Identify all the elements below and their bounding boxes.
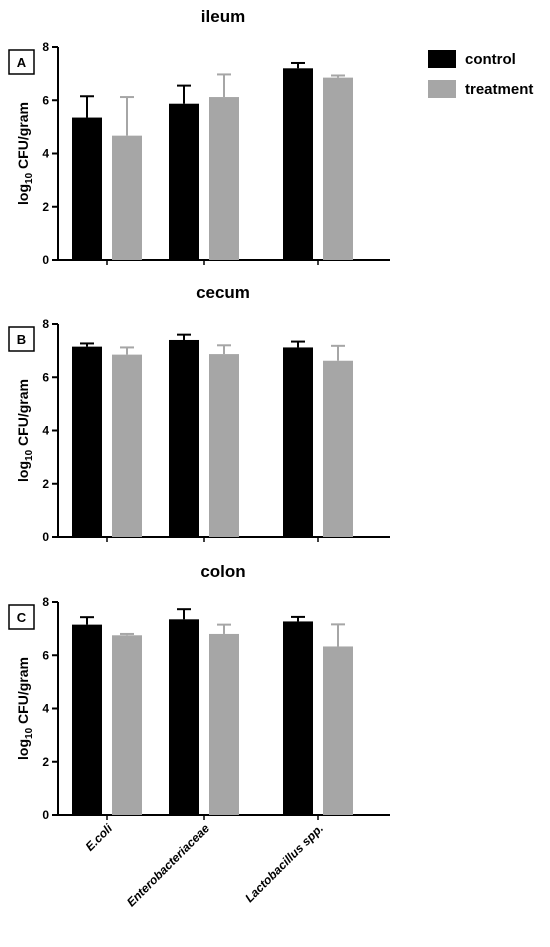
legend: control treatment [428,50,533,98]
y-tick-label: 8 [42,40,49,54]
bar-treatment [112,135,142,260]
panel-letter-box [8,604,35,630]
y-tick-label: 6 [42,370,49,384]
panel-letter-box [8,326,35,352]
y-tick-label: 4 [42,702,49,716]
bar-treatment [112,635,142,815]
legend-swatch-control [428,50,456,68]
panel-letter: B [17,332,26,347]
bar-treatment [209,97,239,261]
y-tick-label: 6 [42,648,49,662]
bar-control [72,624,102,815]
panel-letter: C [17,610,27,625]
y-tick-label: 8 [42,317,49,331]
bar-treatment [209,633,239,815]
y-tick-label: 2 [42,477,49,491]
legend-swatch-treatment [428,80,456,98]
panel-letter-box [8,49,35,75]
y-tick-label: 2 [42,755,49,769]
category-label: E.coli [83,821,116,854]
panel-title: ileum [201,7,245,26]
panel-title: colon [200,562,245,581]
panel-title: cecum [196,283,250,302]
y-tick-label: 0 [42,253,49,267]
bar-control [72,346,102,537]
legend-label-treatment: treatment [465,81,533,98]
y-tick-label: 0 [42,530,49,544]
category-label: Lactobacillus spp. [242,821,326,905]
bar-control [283,68,313,260]
bar-treatment [209,354,239,537]
bar-control [169,619,199,815]
y-axis-label: log10 CFU/gram [15,657,35,760]
y-tick-label: 4 [42,147,49,161]
bar-control [169,103,199,261]
y-tick-label: 6 [42,93,49,107]
bar-treatment [323,77,353,261]
y-tick-label: 0 [42,808,49,822]
y-axis-label: log10 CFU/gram [15,102,35,205]
bar-control [72,117,102,261]
bar-control [283,621,313,815]
bar-treatment [323,646,353,815]
bar-treatment [323,360,353,537]
y-tick-label: 8 [42,595,49,609]
legend-label-control: control [465,51,516,68]
panel-letter: A [17,55,27,70]
y-tick-label: 2 [42,200,49,214]
category-label: Enterobacteriaceae [124,821,212,909]
bar-treatment [112,354,142,537]
y-tick-label: 4 [42,424,49,438]
bar-control [169,339,199,537]
y-axis-label: log10 CFU/gram [15,379,35,482]
bar-control [283,347,313,537]
